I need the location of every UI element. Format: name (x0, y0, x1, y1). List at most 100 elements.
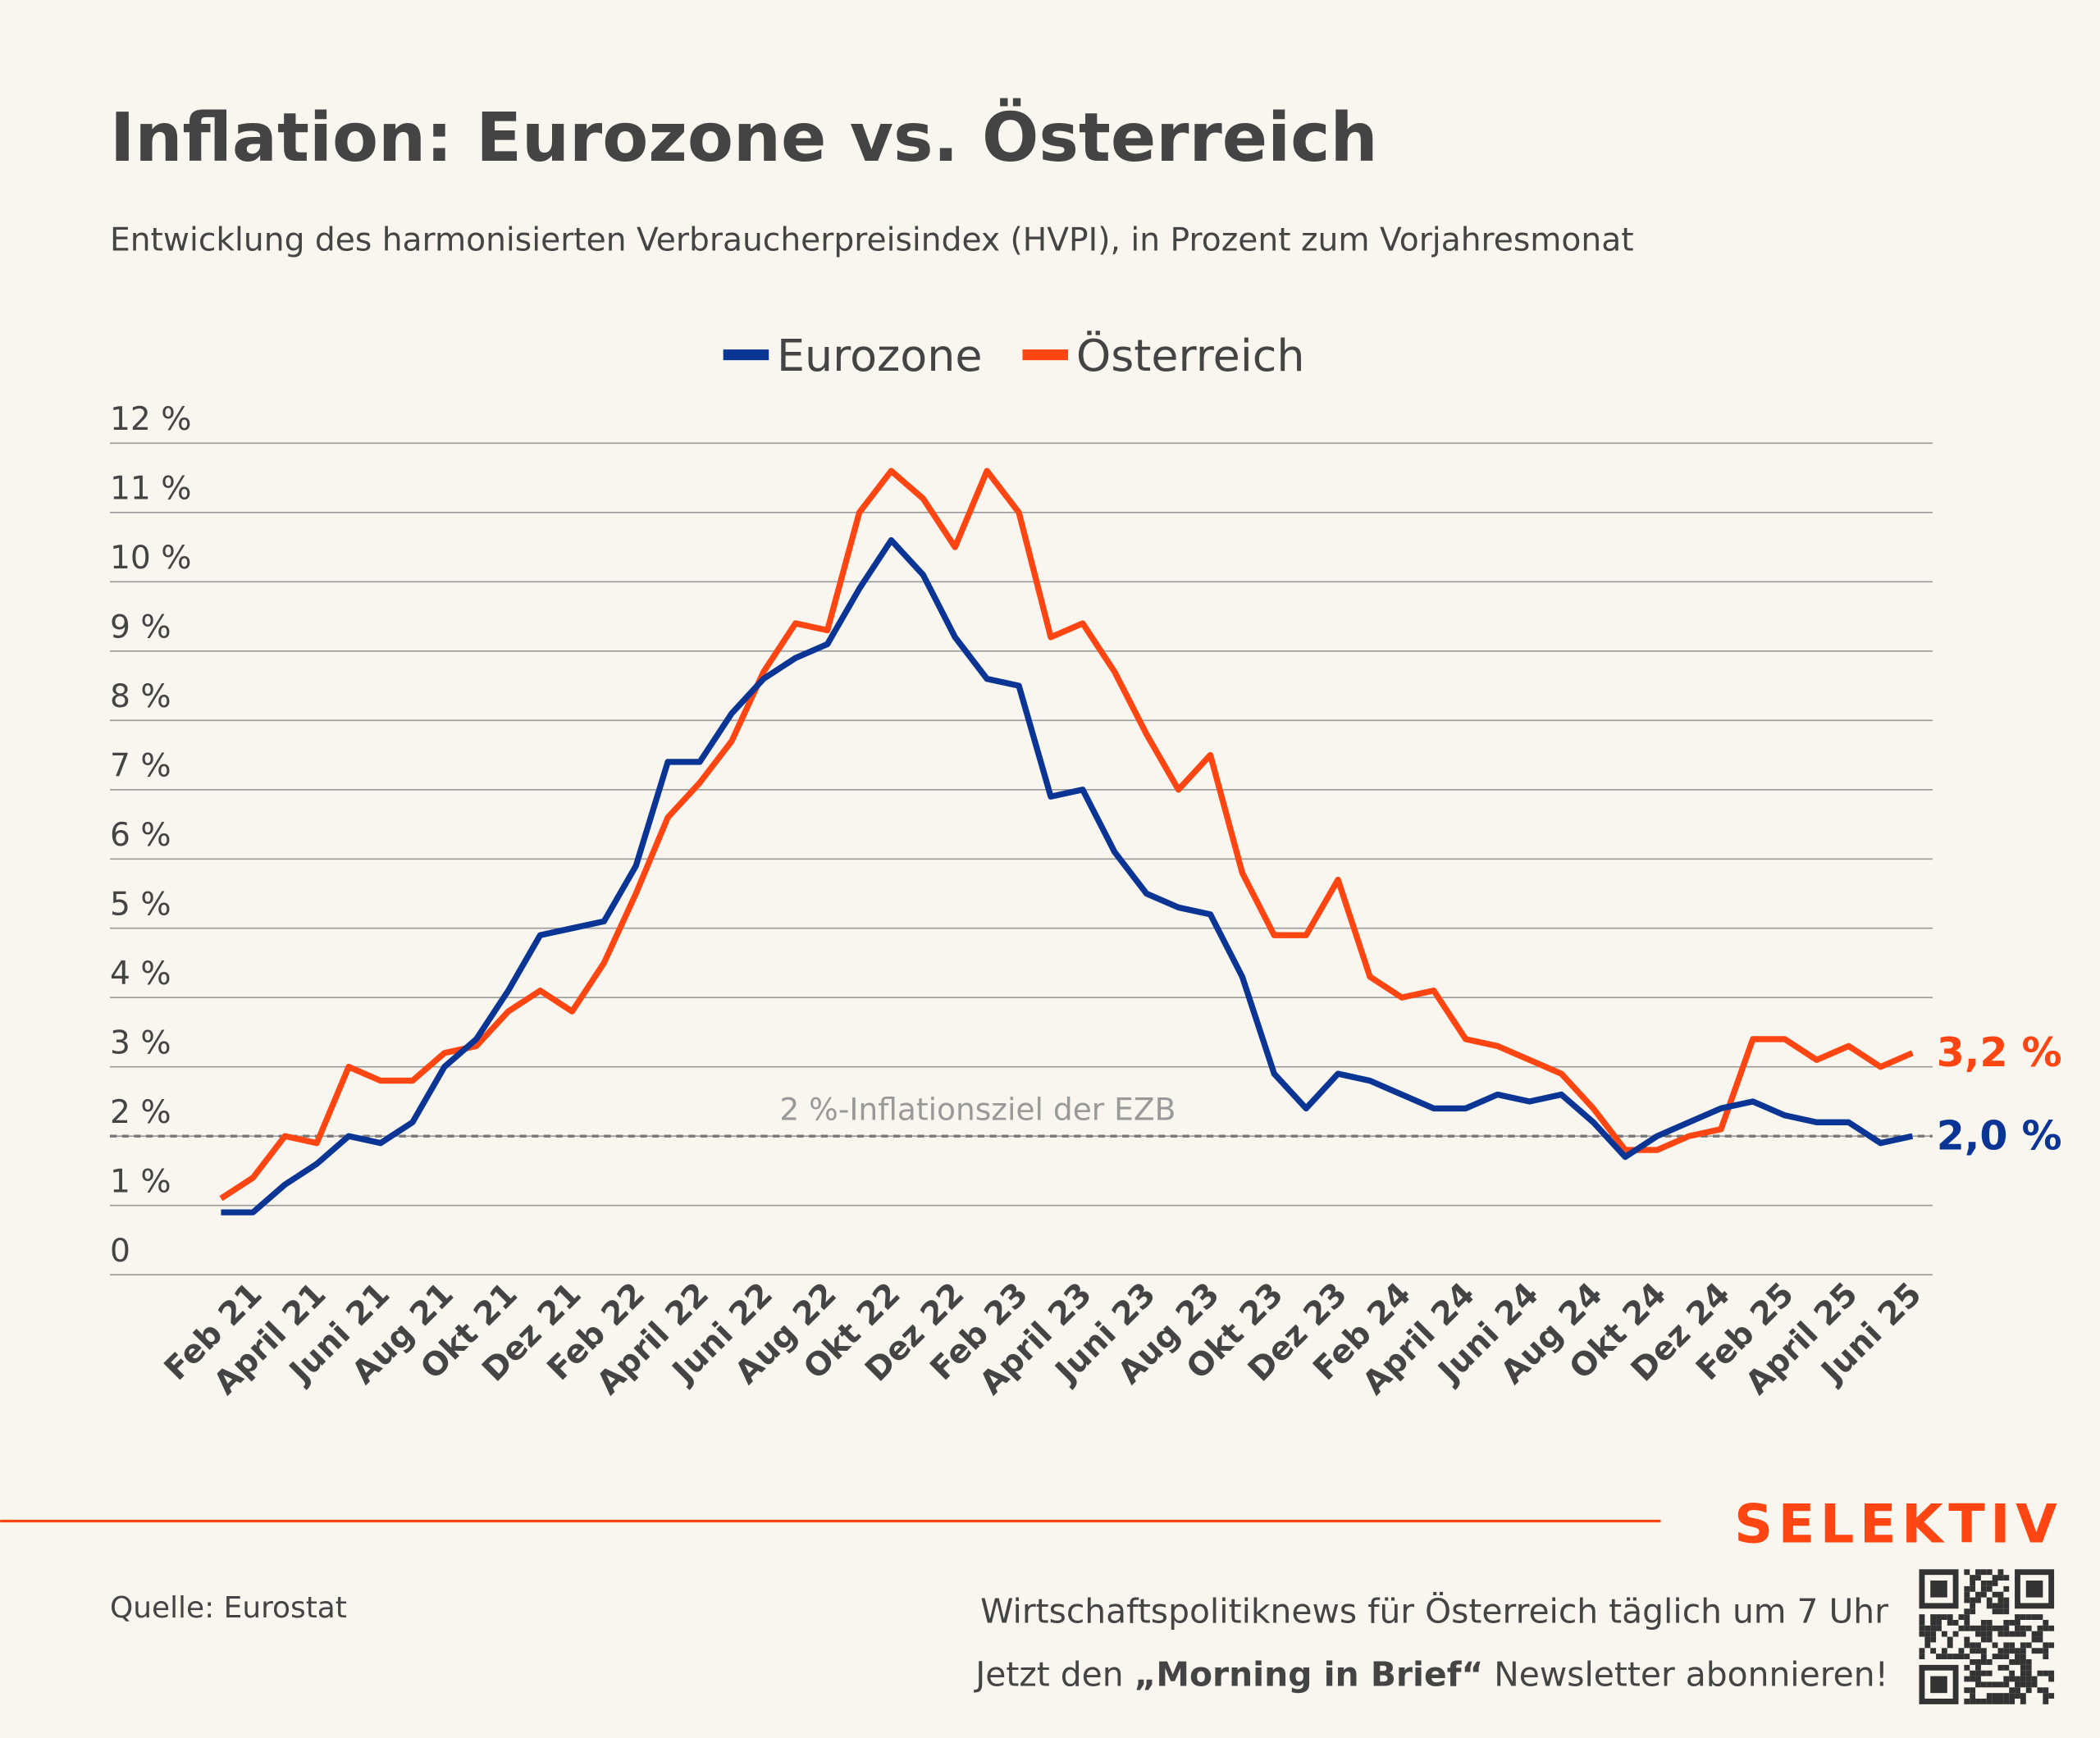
qr-cell (1947, 1614, 1953, 1621)
qr-cell (2043, 1687, 2049, 1694)
qr-cell (1919, 1654, 1925, 1660)
qr-cell (1970, 1625, 1976, 1631)
qr-cell (1975, 1569, 1981, 1576)
qr-cell (2025, 1614, 2032, 1621)
qr-cell (2003, 1608, 2010, 1615)
qr-cell (1986, 1603, 1993, 1609)
qr-cell (1947, 1620, 1953, 1626)
qr-cell (1964, 1608, 1970, 1615)
qr-cell (1975, 1648, 1981, 1654)
qr-cell (1975, 1597, 1981, 1603)
qr-cell (1964, 1642, 1970, 1649)
brand: SELEKTIV (1734, 1494, 2062, 1556)
qr-cell (1975, 1699, 1981, 1704)
qr-cell (1986, 1659, 1993, 1665)
qr-cell (2003, 1664, 2010, 1671)
qr-cell (2003, 1676, 2010, 1682)
qr-cell (1975, 1642, 1981, 1649)
qr-cell (1975, 1659, 1981, 1665)
qr-cell (2020, 1659, 2026, 1665)
text: Newsletter abonnieren! (1483, 1654, 1888, 1694)
qr-cell (1980, 1654, 1987, 1660)
y-tick-label: 11 % (110, 471, 192, 508)
y-tick-label: 0 (110, 1233, 130, 1270)
qr-cell (1997, 1625, 2004, 1631)
qr-cell (2025, 1642, 2032, 1649)
qr-cell (1952, 1654, 1959, 1660)
qr-cell (1964, 1699, 1970, 1704)
qr-cell (2025, 1681, 2032, 1688)
legend-swatch (723, 349, 769, 361)
text: „Morning in Brief“ (1134, 1654, 1484, 1694)
qr-cell (2020, 1693, 2026, 1699)
qr-cell (2037, 1614, 2043, 1621)
qr-cell (1941, 1614, 1947, 1621)
qr-cell (2048, 1693, 2055, 1699)
qr-cell (2015, 1614, 2020, 1621)
qr-cell (1964, 1620, 1970, 1626)
qr-cell (1975, 1575, 1981, 1581)
qr-cell (1992, 1693, 1998, 1699)
qr-cell (2015, 1693, 2020, 1699)
qr-cell (2020, 1681, 2026, 1688)
qr-cell (2009, 1670, 2016, 1676)
series-line (221, 536, 1914, 1216)
legend-swatch (1022, 349, 1069, 361)
qr-cell (1997, 1654, 2004, 1660)
qr-cell (2031, 1676, 2038, 1682)
qr-cell (2003, 1620, 2010, 1626)
qr-cell (2037, 1670, 2043, 1676)
y-tick-label: 1 % (110, 1163, 171, 1200)
qr-cell (1952, 1620, 1959, 1626)
qr-cell (2015, 1659, 2020, 1665)
qr-cell (1970, 1699, 1976, 1704)
qr-cell (2020, 1631, 2026, 1637)
qr-cell (1970, 1608, 1976, 1615)
qr-cell (1986, 1569, 1993, 1576)
qr-cell (1992, 1681, 1998, 1688)
qr-cell (2025, 1659, 2032, 1665)
qr-cell (2031, 1636, 2038, 1643)
qr-cell (1997, 1575, 2004, 1581)
qr-finder (1930, 1676, 1947, 1694)
qr-cell (1980, 1681, 1987, 1688)
qr-cell (2020, 1699, 2026, 1704)
qr-cell (2031, 1648, 2038, 1654)
qr-cell (1970, 1603, 1976, 1609)
qr-cell (1986, 1597, 1993, 1603)
qr-cell (2015, 1654, 2020, 1660)
qr-cell (1980, 1591, 1987, 1598)
qr-cell (1924, 1625, 1931, 1631)
qr-cell (1986, 1625, 1993, 1631)
chart-subtitle: Entwicklung des harmonisierten Verbrauch… (110, 221, 1634, 258)
y-tick-label: 3 % (110, 1024, 171, 1061)
qr-finder (2025, 1581, 2043, 1598)
qr-cell (2043, 1648, 2049, 1654)
qr-cell (2009, 1693, 2016, 1699)
qr-cell (1970, 1648, 1976, 1654)
qr-cell (2043, 1642, 2049, 1649)
qr-cell (1986, 1681, 1993, 1688)
qr-cell (2020, 1670, 2026, 1676)
qr-cell (2020, 1676, 2026, 1682)
qr-cell (1941, 1648, 1947, 1654)
qr-cell (1997, 1608, 2004, 1615)
newsletter-line: Jetzt den „Morning in Brief“ Newsletter … (973, 1654, 1888, 1694)
qr-cell (1986, 1620, 1993, 1626)
qr-cell (2003, 1631, 2010, 1637)
qr-cell (1975, 1670, 1981, 1676)
qr-cell (2003, 1597, 2010, 1603)
qr-cell (1980, 1659, 1987, 1665)
qr-cell (2048, 1670, 2055, 1676)
qr-cell (2003, 1585, 2010, 1592)
qr-cell (1947, 1636, 1953, 1643)
qr-cell (2031, 1614, 2038, 1621)
end-label: 3,2 % (1937, 1029, 2062, 1076)
qr-cell (1924, 1642, 1931, 1649)
qr-cell (1970, 1659, 1976, 1665)
qr-cell (1992, 1699, 1998, 1704)
qr-cell (2043, 1699, 2049, 1704)
qr-cell (1992, 1625, 1998, 1631)
qr-cell (2043, 1620, 2049, 1626)
